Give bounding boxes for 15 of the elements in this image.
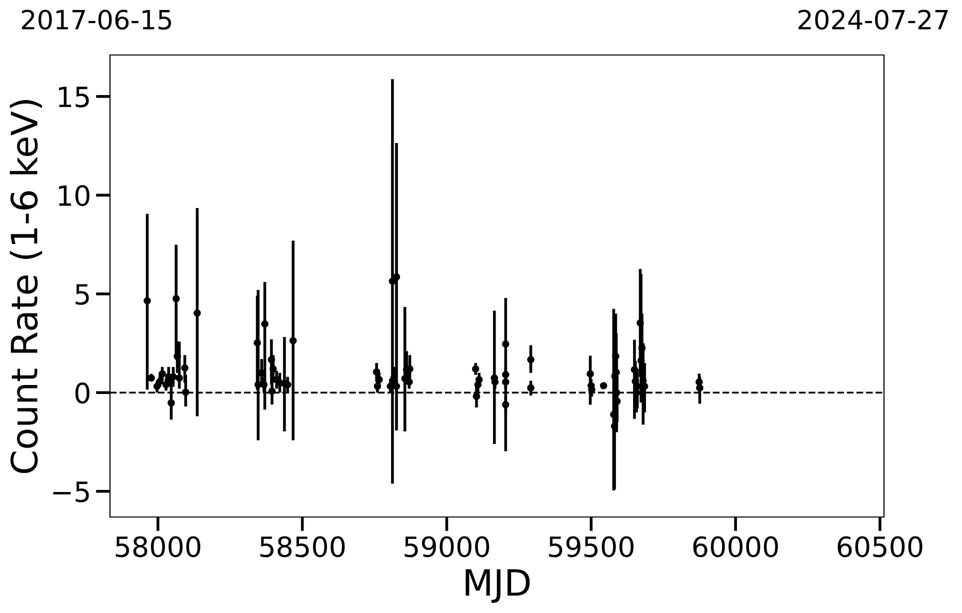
x-tick-label: 60000 [693, 536, 778, 558]
x-tick-label: 59000 [404, 536, 490, 558]
text: 2017-06-15 [22, 10, 172, 30]
y-axis-title: Count Rate (1-6 keV) [10, 100, 42, 474]
y-tick-label: 10 [58, 185, 90, 206]
x-tick-label: 58500 [260, 536, 345, 558]
text: 2024-07-27 [798, 10, 948, 30]
y-tick-label: 5 [76, 284, 89, 305]
y-tick-label: −5 [53, 482, 89, 502]
x-tick-label: 58000 [116, 536, 200, 558]
x-axis-title: MJD [466, 569, 530, 603]
x-tick-label: 59500 [549, 536, 634, 558]
y-tick-label: 15 [58, 86, 89, 108]
x-tick-label: 60500 [838, 536, 922, 558]
y-tick-label: 0 [75, 382, 90, 404]
